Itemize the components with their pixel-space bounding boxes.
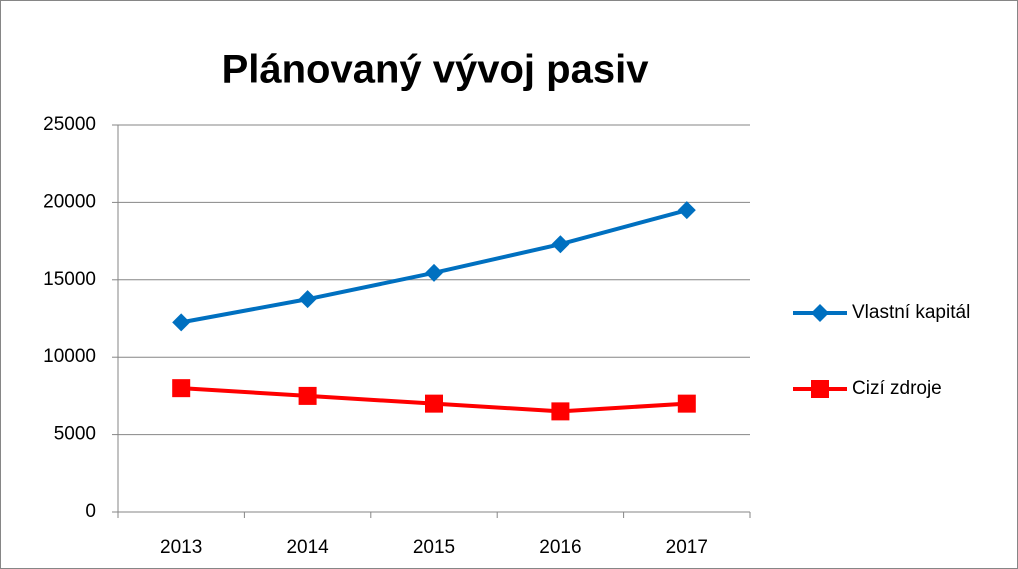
point (298, 386, 317, 405)
point (551, 235, 570, 254)
x-tick-label: 2015 (413, 537, 455, 558)
y-tick-label: 5000 (54, 424, 96, 445)
legend-marker (811, 304, 829, 322)
x-tick-label: 2017 (666, 537, 708, 558)
x-tick-label: 2016 (539, 537, 581, 558)
y-tick-label: 20000 (43, 191, 96, 212)
legend-label: Vlastní kapitál (852, 302, 970, 323)
point (172, 379, 191, 398)
y-tick-label: 25000 (43, 114, 96, 135)
x-tick-label: 2014 (286, 537, 329, 558)
point (172, 313, 191, 332)
legend-label: Cizí zdroje (852, 378, 942, 399)
legend-marker (811, 380, 829, 398)
point (298, 290, 317, 309)
chart-title: Plánovaný vývoj pasiv (222, 48, 650, 92)
point (425, 394, 443, 413)
y-tick-label: 0 (85, 501, 96, 522)
point (425, 263, 443, 282)
point (677, 201, 696, 220)
x-tick-label: 2013 (160, 537, 202, 558)
point (677, 394, 696, 413)
point (551, 402, 570, 421)
y-tick-label: 15000 (43, 269, 96, 290)
y-tick-label: 10000 (43, 346, 96, 367)
